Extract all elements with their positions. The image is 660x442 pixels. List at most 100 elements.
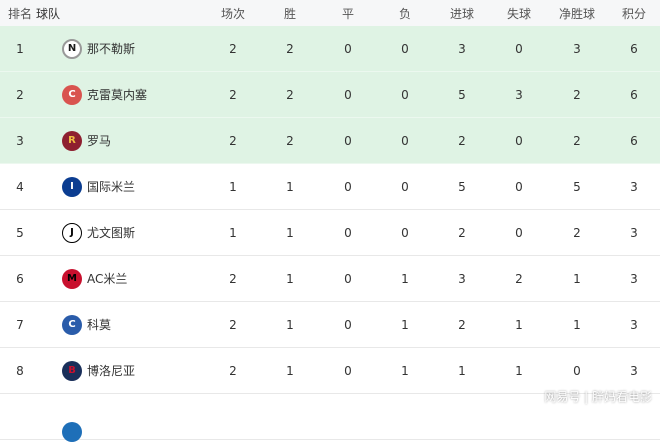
goals-for-cell: 5 xyxy=(458,87,466,102)
lost-cell: 0 xyxy=(401,225,409,240)
goals-for-cell: 2 xyxy=(458,317,466,332)
header-played[interactable]: 场次 xyxy=(220,6,245,21)
rank-cell: 4 xyxy=(16,179,24,194)
header-goals-against[interactable]: 失球 xyxy=(506,6,531,21)
played-cell: 1 xyxy=(229,179,237,194)
table-row[interactable]: 4 I 国际米兰 1 1 0 0 5 0 5 3 xyxy=(0,164,660,210)
header-team[interactable]: 球队 xyxy=(36,6,61,21)
played-cell: 2 xyxy=(229,363,237,378)
header-goal-difference[interactable]: 净胜球 xyxy=(558,6,595,21)
goal-difference-cell: 5 xyxy=(573,179,581,194)
rank-cell: 7 xyxy=(16,317,24,332)
lost-cell: 1 xyxy=(401,363,409,378)
team-cell[interactable]: I 国际米兰 xyxy=(62,176,136,197)
team-name[interactable]: 克雷莫内塞 xyxy=(87,88,148,102)
drawn-cell: 0 xyxy=(344,179,352,194)
goals-against-cell: 1 xyxy=(515,363,523,378)
goal-difference-cell: 2 xyxy=(573,133,581,148)
bologna-logo-icon: B xyxy=(62,360,82,381)
goals-against-cell: 1 xyxy=(515,317,523,332)
won-cell: 2 xyxy=(286,133,294,148)
team-name[interactable]: 罗马 xyxy=(87,134,112,148)
team-cell[interactable]: J 尤文图斯 xyxy=(62,222,136,243)
goals-for-cell: 2 xyxy=(458,225,466,240)
goals-for-cell: 5 xyxy=(458,179,466,194)
lost-cell: 1 xyxy=(401,317,409,332)
points-cell: 3 xyxy=(630,271,638,286)
rank-cell: 8 xyxy=(16,363,24,378)
goal-difference-cell: 3 xyxy=(573,41,581,56)
drawn-cell: 0 xyxy=(344,133,352,148)
goals-against-cell: 0 xyxy=(515,225,523,240)
header-goals-for[interactable]: 进球 xyxy=(449,6,474,21)
team-cell[interactable]: M AC米兰 xyxy=(62,268,128,289)
table-row[interactable]: 2 C 克雷莫内塞 2 2 0 0 5 3 2 6 xyxy=(0,72,660,118)
team-name[interactable]: 尤文图斯 xyxy=(87,226,136,240)
table-row[interactable]: 7 C 科莫 2 1 0 1 2 1 1 3 xyxy=(0,302,660,348)
como-logo-icon: C xyxy=(62,314,82,335)
points-cell: 6 xyxy=(630,133,638,148)
team-logo-icon xyxy=(62,421,82,442)
team-name[interactable]: 博洛尼亚 xyxy=(87,364,136,378)
lost-cell: 0 xyxy=(401,87,409,102)
won-cell: 1 xyxy=(286,363,294,378)
header-won[interactable]: 胜 xyxy=(283,6,296,21)
header-drawn[interactable]: 平 xyxy=(341,6,354,21)
rank-cell: 2 xyxy=(16,87,24,102)
points-cell: 3 xyxy=(630,179,638,194)
lost-cell: 0 xyxy=(401,179,409,194)
team-name[interactable]: 那不勒斯 xyxy=(87,42,136,56)
table-row[interactable]: 8 B 博洛尼亚 2 1 0 1 1 1 0 3 xyxy=(0,348,660,394)
goals-for-cell: 1 xyxy=(458,363,466,378)
won-cell: 2 xyxy=(286,87,294,102)
played-cell: 2 xyxy=(229,87,237,102)
table-row[interactable]: 3 R 罗马 2 2 0 0 2 0 2 6 xyxy=(0,118,660,164)
goals-against-cell: 2 xyxy=(515,271,523,286)
team-name[interactable]: 国际米兰 xyxy=(87,180,136,194)
drawn-cell: 0 xyxy=(344,41,352,56)
header-points[interactable]: 积分 xyxy=(621,6,646,21)
won-cell: 1 xyxy=(286,317,294,332)
rank-cell: 5 xyxy=(16,225,24,240)
goal-difference-cell: 1 xyxy=(573,271,581,286)
played-cell: 2 xyxy=(229,41,237,56)
drawn-cell: 0 xyxy=(344,225,352,240)
won-cell: 2 xyxy=(286,41,294,56)
table-row[interactable]: 5 J 尤文图斯 1 1 0 0 2 0 2 3 xyxy=(0,210,660,256)
won-cell: 1 xyxy=(286,271,294,286)
team-name[interactable]: 科莫 xyxy=(87,318,112,332)
lost-cell: 1 xyxy=(401,271,409,286)
team-name[interactable]: AC米兰 xyxy=(87,272,128,286)
rank-cell: 6 xyxy=(16,271,24,286)
header-rank[interactable]: 排名 xyxy=(7,6,32,21)
points-cell: 6 xyxy=(630,41,638,56)
points-cell: 6 xyxy=(630,87,638,102)
table-header: 排名 球队 场次 胜 平 负 进球 失球 净胜球 积分 xyxy=(0,0,660,26)
points-cell: 3 xyxy=(630,225,638,240)
team-cell[interactable]: C 科莫 xyxy=(62,314,112,335)
goals-for-cell: 3 xyxy=(458,271,466,286)
table-row[interactable]: 6 M AC米兰 2 1 0 1 3 2 1 3 xyxy=(0,256,660,302)
team-cell[interactable]: R 罗马 xyxy=(62,130,112,151)
points-cell: 3 xyxy=(630,363,638,378)
won-cell: 1 xyxy=(286,179,294,194)
drawn-cell: 0 xyxy=(344,317,352,332)
goals-against-cell: 3 xyxy=(515,87,523,102)
watermark: 网易号 | 胖妈看电影 xyxy=(544,390,652,404)
standings-table: 1 N 那不勒斯 2 2 0 0 3 0 3 6 2 C 克雷莫内塞 2 2 0 0 5 3 2 6 3 R 罗马 2 2 0 0 2 0 2… xyxy=(0,26,660,442)
team-cell[interactable]: B 博洛尼亚 xyxy=(62,360,136,381)
header-lost[interactable]: 负 xyxy=(398,6,411,21)
inter-logo-icon: I xyxy=(62,176,82,197)
team-cell[interactable]: N 那不勒斯 xyxy=(62,38,136,59)
goal-difference-cell: 1 xyxy=(573,317,581,332)
cremonese-logo-icon: C xyxy=(62,84,82,105)
lost-cell: 0 xyxy=(401,133,409,148)
won-cell: 1 xyxy=(286,225,294,240)
goals-for-cell: 3 xyxy=(458,41,466,56)
rank-cell: 3 xyxy=(16,133,24,148)
drawn-cell: 0 xyxy=(344,363,352,378)
goals-for-cell: 2 xyxy=(458,133,466,148)
goals-against-cell: 0 xyxy=(515,41,523,56)
team-cell[interactable]: C 克雷莫内塞 xyxy=(62,84,148,105)
table-row[interactable]: 1 N 那不勒斯 2 2 0 0 3 0 3 6 xyxy=(0,26,660,72)
